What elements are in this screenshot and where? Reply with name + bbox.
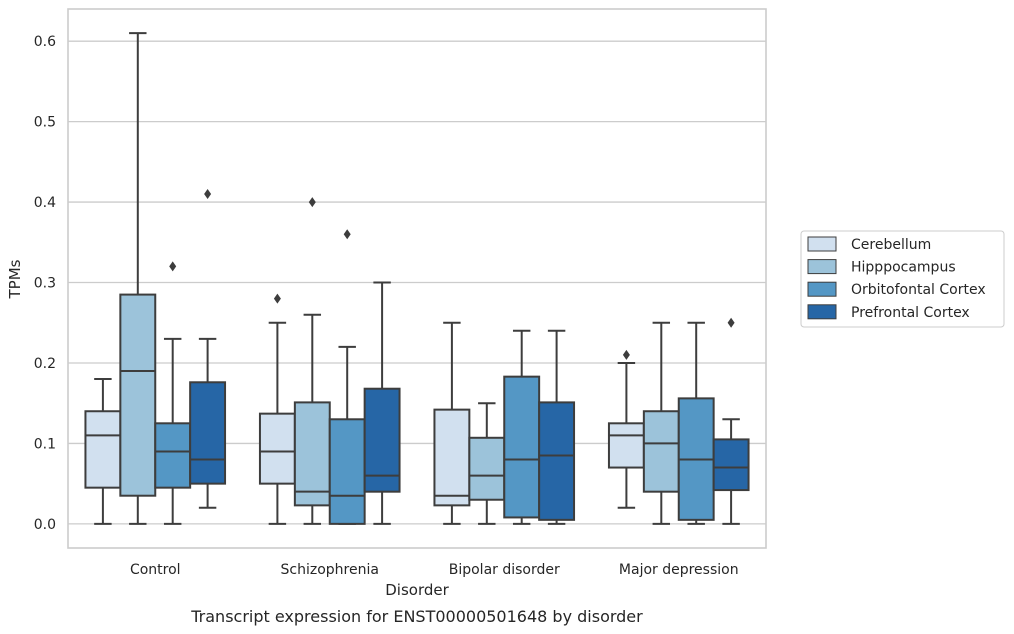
box-0-1 — [258, 293, 296, 525]
legend-swatch — [807, 281, 837, 297]
legend-label: Cerebellum — [851, 237, 931, 253]
legend-frame — [800, 230, 1005, 328]
box-2-1 — [328, 229, 366, 525]
box-plots — [84, 32, 750, 525]
x-tick-label: Control — [130, 562, 181, 578]
box-0-3 — [607, 349, 645, 509]
box — [328, 418, 366, 525]
box — [433, 408, 471, 507]
y-tick-label: 0.3 — [34, 276, 56, 292]
box — [538, 401, 576, 521]
legend-label: Orbitofontal Cortex — [851, 282, 986, 298]
box-1-1 — [293, 197, 331, 525]
box — [293, 401, 331, 507]
box-0-2 — [433, 321, 471, 525]
outlier-point — [169, 261, 177, 272]
outlier-point — [622, 349, 630, 360]
legend: Cerebellum Hipppocampus Orbitofontal Corte… — [800, 230, 1005, 328]
box-2-0 — [154, 261, 192, 525]
x-tick-label: Bipolar disorder — [449, 562, 560, 578]
box — [363, 387, 401, 493]
box-1-2 — [468, 402, 506, 525]
y-tick-label: 0.1 — [34, 436, 56, 452]
outlier-point — [204, 189, 212, 200]
box-1-3 — [642, 321, 680, 525]
box — [503, 375, 541, 519]
box — [468, 436, 506, 501]
y-axis-ticks: 0.0 0.1 0.2 0.3 0.4 0.5 0.6 — [34, 34, 56, 533]
outlier-point — [273, 293, 281, 304]
box-3-1 — [363, 281, 401, 525]
plot-frame — [67, 8, 767, 549]
box-1-0 — [119, 32, 157, 525]
x-tick-label: Schizophrenia — [281, 562, 379, 578]
y-tick-label: 0.6 — [34, 34, 56, 50]
chart-caption: Transcript expression for ENST0000050164… — [190, 607, 643, 626]
box — [189, 381, 227, 485]
y-tick-label: 0.5 — [34, 115, 56, 131]
box — [84, 410, 122, 489]
box-3-2 — [538, 329, 576, 525]
outlier-point — [343, 229, 351, 240]
y-axis-title: TPMs — [6, 259, 24, 299]
outlier-point — [727, 317, 735, 328]
y-tick-label: 0.0 — [34, 517, 56, 533]
x-axis-ticks: Control Schizophrenia Bipolar disorder Majo… — [130, 562, 739, 578]
legend-label: Prefrontal Cortex — [851, 305, 970, 321]
x-axis-title: Disorder — [385, 581, 449, 599]
box-2-2 — [503, 329, 541, 525]
box-3-3 — [712, 317, 750, 525]
x-tick-label: Major depression — [619, 562, 739, 578]
box — [712, 438, 750, 492]
box — [119, 293, 157, 497]
y-tick-label: 0.2 — [34, 356, 56, 372]
box-2-3 — [677, 321, 715, 525]
box — [607, 422, 645, 469]
y-tick-label: 0.4 — [34, 195, 56, 211]
legend-swatch — [807, 259, 837, 275]
outlier-point — [308, 197, 316, 208]
legend-label: Hipppocampus — [851, 260, 956, 276]
box — [154, 422, 192, 489]
box-3-0 — [189, 189, 227, 509]
box — [258, 412, 296, 485]
box — [642, 410, 680, 493]
box-0-0 — [84, 378, 122, 525]
legend-swatch — [807, 304, 837, 320]
legend-swatch — [807, 236, 837, 252]
